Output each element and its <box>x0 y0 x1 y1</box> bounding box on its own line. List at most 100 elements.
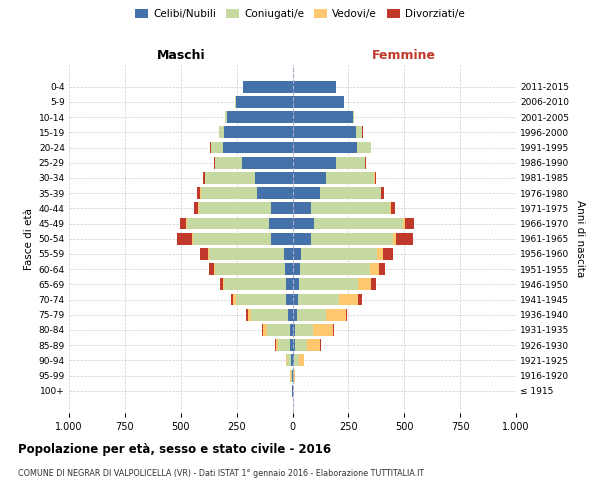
Bar <box>293 111 353 123</box>
Bar <box>293 339 295 351</box>
Bar <box>251 309 293 320</box>
Bar <box>179 218 293 230</box>
Bar <box>293 96 344 108</box>
Bar <box>227 111 293 123</box>
Bar <box>215 157 293 168</box>
Bar <box>286 278 293 290</box>
Bar <box>293 142 371 154</box>
Text: COMUNE DI NEGRAR DI VALPOLICELLA (VR) - Dati ISTAT 1° gennaio 2016 - Elaborazion: COMUNE DI NEGRAR DI VALPOLICELLA (VR) - … <box>18 468 424 477</box>
Bar <box>293 233 393 244</box>
Bar <box>268 324 293 336</box>
Bar <box>193 233 293 244</box>
Bar <box>293 157 365 168</box>
Bar <box>293 142 371 154</box>
Legend: Celibi/Nubili, Coniugati/e, Vedovi/e, Divorziati/e: Celibi/Nubili, Coniugati/e, Vedovi/e, Di… <box>131 5 469 24</box>
Bar <box>220 278 293 290</box>
Bar <box>244 81 293 92</box>
Bar <box>293 202 395 214</box>
Bar <box>293 172 376 184</box>
Bar <box>235 96 293 108</box>
Bar <box>293 248 377 260</box>
Bar <box>246 309 293 320</box>
Bar <box>293 126 362 138</box>
Bar <box>284 248 293 260</box>
Bar <box>203 172 293 184</box>
Bar <box>293 96 344 108</box>
Bar <box>293 339 307 351</box>
Bar <box>209 248 293 260</box>
Bar <box>286 354 293 366</box>
Bar <box>293 202 390 214</box>
Bar <box>192 233 293 244</box>
Bar <box>235 96 293 108</box>
Bar <box>293 263 301 275</box>
Bar <box>200 248 293 260</box>
Bar <box>231 294 293 306</box>
Bar <box>223 142 293 154</box>
Bar <box>293 126 362 138</box>
Text: Popolazione per età, sesso e stato civile - 2016: Popolazione per età, sesso e stato civil… <box>18 442 331 456</box>
Bar <box>293 263 379 275</box>
Bar <box>290 324 293 336</box>
Bar <box>293 309 347 320</box>
Bar <box>293 157 336 168</box>
Bar <box>205 172 293 184</box>
Bar <box>292 385 293 396</box>
Bar <box>293 370 295 382</box>
Bar <box>293 324 334 336</box>
Bar <box>291 370 293 382</box>
Bar <box>194 202 293 214</box>
Bar <box>293 294 298 306</box>
Bar <box>224 126 293 138</box>
Bar <box>271 233 293 244</box>
Bar <box>293 370 295 382</box>
Bar <box>293 278 358 290</box>
Bar <box>243 81 293 92</box>
Bar <box>286 354 293 366</box>
Bar <box>219 126 293 138</box>
Bar <box>293 172 374 184</box>
Bar <box>293 157 365 168</box>
Bar <box>293 324 295 336</box>
Bar <box>293 370 294 382</box>
Bar <box>293 218 403 230</box>
Bar <box>236 294 293 306</box>
Bar <box>293 126 362 138</box>
Bar <box>293 218 314 230</box>
Bar <box>271 202 293 214</box>
Bar <box>293 309 326 320</box>
Bar <box>293 172 326 184</box>
Bar <box>292 370 293 382</box>
Bar <box>187 218 293 230</box>
Bar <box>198 202 293 214</box>
Bar <box>208 248 293 260</box>
Bar <box>226 111 293 123</box>
Bar <box>293 248 301 260</box>
Bar <box>211 142 293 154</box>
Bar <box>293 81 337 92</box>
Bar <box>226 111 293 123</box>
Bar <box>293 218 405 230</box>
Bar <box>211 142 293 154</box>
Bar <box>226 111 293 123</box>
Y-axis label: Anni di nascita: Anni di nascita <box>575 200 585 278</box>
Bar <box>197 187 293 199</box>
Bar <box>224 278 293 290</box>
Bar <box>293 187 382 199</box>
Bar <box>263 324 293 336</box>
Bar <box>293 111 354 123</box>
Bar <box>293 187 381 199</box>
Bar <box>257 187 293 199</box>
Bar <box>293 248 393 260</box>
Bar <box>243 81 293 92</box>
Bar <box>214 157 293 168</box>
Bar <box>284 263 293 275</box>
Bar <box>293 81 337 92</box>
Bar <box>235 96 293 108</box>
Bar <box>293 233 397 244</box>
Bar <box>293 142 371 154</box>
Bar <box>287 354 293 366</box>
Bar <box>293 172 374 184</box>
Bar <box>200 187 293 199</box>
Bar <box>219 126 293 138</box>
